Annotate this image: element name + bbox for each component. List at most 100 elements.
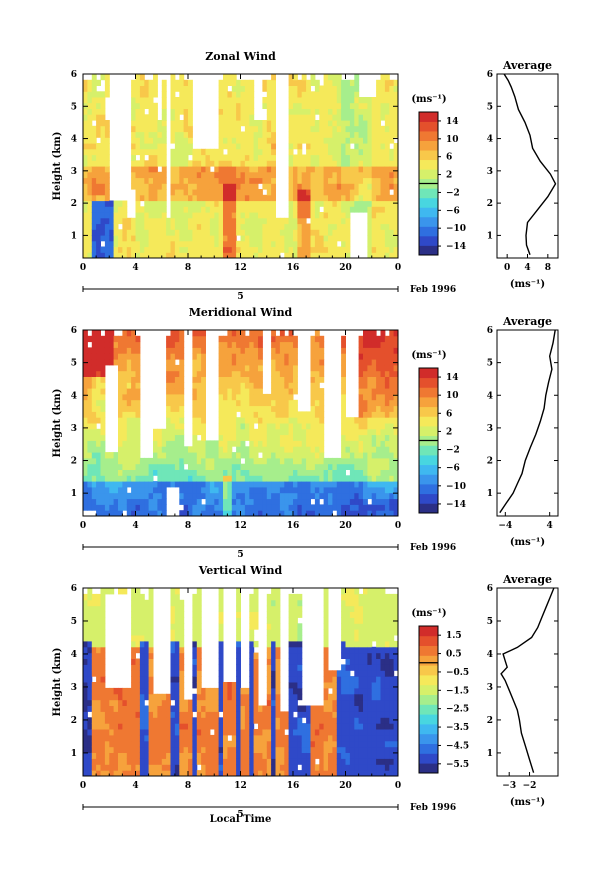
heatmap-cell [96, 440, 101, 447]
heatmap-cell [83, 734, 88, 742]
heatmap-cell [275, 469, 281, 476]
heatmap-cell [262, 746, 268, 753]
heatmap-cell [131, 376, 136, 383]
heatmap-cell [279, 229, 285, 236]
heatmap-cell [135, 629, 141, 636]
heatmap-cell [266, 154, 272, 161]
heatmap-cell [310, 452, 316, 459]
heatmap-cell [179, 364, 185, 372]
heatmap-cell [100, 723, 106, 730]
heatmap-cell [122, 240, 128, 248]
average-y-tick-label: 2 [487, 199, 493, 209]
heatmap-cell [183, 217, 189, 225]
heatmap-cell [332, 240, 338, 248]
heatmap-cell [328, 252, 333, 258]
heatmap-cell [214, 206, 220, 213]
heatmap [83, 588, 398, 776]
heatmap-cell [100, 652, 106, 659]
heatmap-cell [135, 143, 141, 150]
heatmap-cell [332, 212, 338, 219]
heatmap-cell [131, 143, 136, 150]
heatmap-cell [135, 770, 141, 776]
heatmap-cell [310, 347, 316, 354]
heatmap-cell [288, 223, 294, 230]
heatmap-cell [328, 457, 333, 465]
heatmap-cell [131, 752, 136, 759]
heatmap-cell [354, 440, 360, 447]
heatmap-cell [161, 723, 167, 730]
heatmap-cell [319, 143, 325, 150]
heatmap-cell [91, 359, 97, 366]
heatmap-cell [192, 740, 198, 748]
heatmap-cell [104, 120, 110, 127]
heatmap-cell [100, 417, 106, 424]
heatmap-cell [83, 341, 88, 348]
heatmap-cell [100, 770, 106, 776]
heatmap-cell [135, 676, 141, 683]
heatmap-cell [192, 370, 198, 377]
heatmap-cell [100, 370, 106, 377]
heatmap-cell [376, 206, 381, 213]
heatmap-cell [131, 120, 136, 127]
heatmap-cell [96, 206, 101, 213]
heatmap-cell [131, 108, 136, 115]
heatmap-cell [100, 623, 106, 630]
heatmap-cell [271, 452, 276, 459]
heatmap-cell [310, 341, 316, 348]
heatmap-cell [223, 341, 228, 348]
heatmap-cell [91, 143, 97, 150]
heatmap-cell [319, 388, 325, 395]
heatmap-cell [223, 217, 228, 225]
heatmap-cell [214, 764, 220, 771]
heatmap-cell [253, 593, 259, 601]
heatmap-cell [218, 423, 224, 430]
heatmap-cell [161, 171, 167, 179]
heatmap-cell [148, 229, 154, 236]
heatmap-cell [188, 463, 193, 470]
heatmap-cell [310, 423, 316, 430]
heatmap-cell [139, 206, 145, 213]
heatmap-cell [349, 160, 355, 167]
heatmap-cell [384, 143, 390, 150]
heatmap-cell [122, 486, 128, 494]
heatmap-cell [253, 206, 259, 213]
heatmap-cell [380, 137, 386, 144]
heatmap-cell [83, 475, 88, 482]
heatmap-cell [109, 475, 115, 482]
heatmap-cell [262, 764, 268, 771]
heatmap-cell [109, 486, 115, 494]
heatmap-cell [293, 359, 298, 366]
heatmap-cell [288, 194, 294, 202]
heatmap-cell [380, 364, 386, 372]
heatmap-cell [384, 166, 390, 173]
heatmap-cell [231, 341, 237, 348]
heatmap-cell [371, 393, 377, 401]
heatmap-cell [249, 246, 255, 253]
heatmap-cell [192, 252, 198, 258]
heatmap-cell [249, 353, 255, 360]
heatmap-cell [100, 463, 106, 470]
heatmap-cell [131, 330, 136, 337]
heatmap-cell [363, 143, 368, 150]
heatmap-cell [131, 353, 136, 360]
heatmap-cell [209, 154, 215, 161]
heatmap-cell [87, 611, 93, 618]
heatmap-cell [174, 664, 180, 671]
heatmap-cell [96, 399, 101, 407]
heatmap-cell [188, 137, 193, 144]
heatmap-cell [393, 171, 398, 179]
heatmap-cell [157, 194, 163, 202]
heatmap-cell [310, 229, 316, 236]
heatmap-cell [122, 434, 128, 441]
heatmap-cell [148, 125, 154, 133]
heatmap-cell [244, 97, 250, 104]
heatmap-cell [188, 79, 193, 86]
heatmap-cell [144, 143, 150, 150]
heatmap-cell [358, 97, 364, 104]
heatmap-cell [83, 108, 88, 115]
heatmap-cell [122, 382, 128, 389]
heatmap-cell [131, 463, 136, 470]
heatmap-cell [201, 370, 206, 377]
heatmap-cell [323, 154, 329, 161]
heatmap-cell [218, 370, 224, 377]
